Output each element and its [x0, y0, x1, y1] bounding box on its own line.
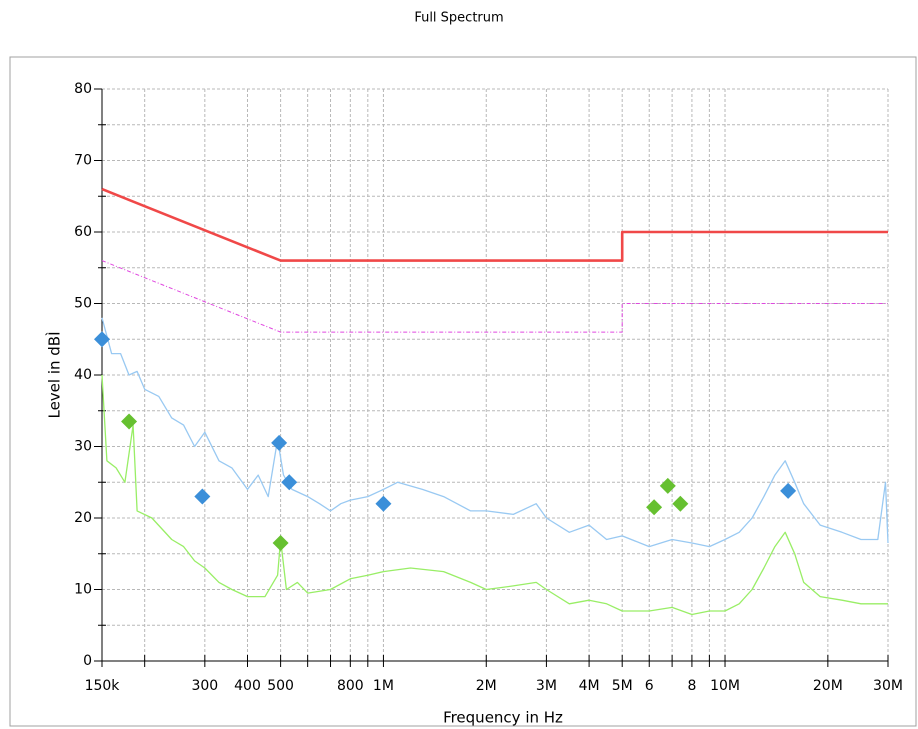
marker — [121, 413, 138, 430]
x-tick-label: 300 — [191, 678, 218, 694]
y-tick-label: 80 — [74, 81, 92, 97]
x-tick-label: 150k — [85, 678, 121, 694]
x-tick-label: 3M — [536, 678, 557, 694]
x-tick-label: 800 — [337, 678, 364, 694]
trace — [101, 260, 888, 333]
frame — [9, 56, 917, 727]
trace — [101, 317, 889, 548]
y-tick-label: 40 — [74, 367, 92, 383]
trace — [101, 187, 888, 262]
y-tick-label: 0 — [83, 653, 92, 669]
x-tick-label: 500 — [267, 678, 294, 694]
marker — [271, 434, 288, 451]
x-tick-label: 10M — [710, 678, 740, 694]
marker — [272, 535, 289, 552]
x-tick-label: 4M — [579, 678, 600, 694]
x-tick-label: 1M — [373, 678, 394, 694]
marker — [94, 331, 110, 348]
marker — [646, 499, 663, 516]
y-tick-label: 20 — [74, 510, 92, 526]
x-tick-label: 400 — [234, 678, 261, 694]
marker — [375, 495, 392, 512]
y-tick-label: 10 — [74, 582, 92, 598]
marker — [672, 495, 689, 512]
y-tick-label: 70 — [74, 153, 92, 169]
y-axis-label: Level in dBÌ — [45, 331, 64, 418]
y-tick-label: 50 — [74, 296, 92, 312]
x-tick-label: 30M — [873, 678, 903, 694]
marker — [281, 474, 298, 491]
x-tick-label: 20M — [813, 678, 843, 694]
x-axis-label: Frequency in Hz — [443, 709, 563, 727]
trace — [101, 374, 888, 616]
marker — [194, 488, 211, 505]
marker — [659, 477, 676, 494]
chart-title: Full Spectrum — [414, 11, 503, 26]
x-tick-label: 2M — [476, 678, 497, 694]
x-tick-label: 5M — [612, 678, 633, 694]
y-tick-label: 30 — [74, 439, 92, 455]
x-tick-label: 8 — [687, 678, 696, 694]
y-tick-label: 60 — [74, 224, 92, 240]
x-tick-label: 6 — [645, 678, 654, 694]
marker — [780, 482, 797, 499]
